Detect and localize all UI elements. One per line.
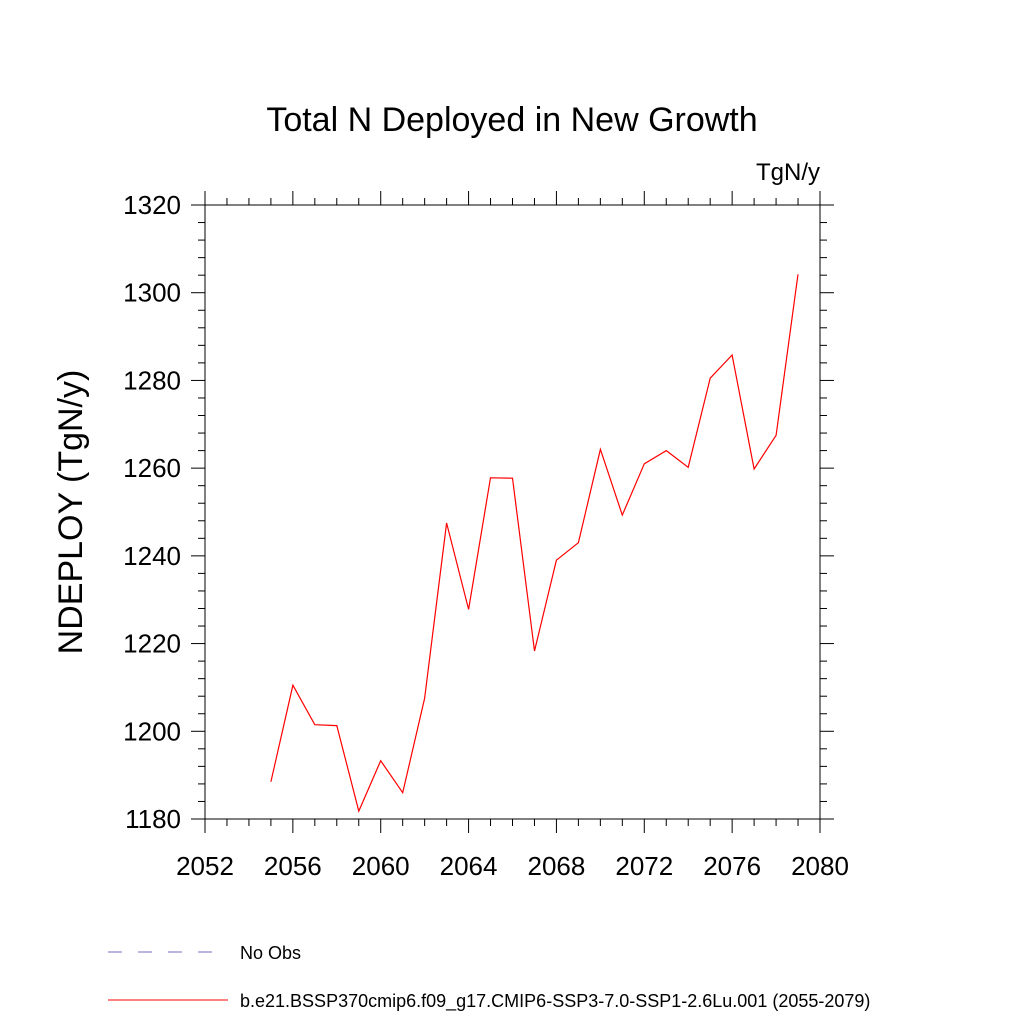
x-tick-label: 2060 [352,851,410,881]
legend: No Obs b.e21.BSSP370cmip6.f09_g17.CMIP6-S… [108,943,870,1012]
y-tick-label: 1280 [123,365,181,395]
legend-label-0: No Obs [240,943,301,963]
legend-label-1: b.e21.BSSP370cmip6.f09_g17.CMIP6-SSP3-7.… [240,991,870,1012]
y-tick-label: 1240 [123,541,181,571]
x-tick-label: 2068 [528,851,586,881]
y-tick-label: 1320 [123,190,181,220]
y-tick-label: 1180 [125,804,181,834]
y-axis-label: NDEPLOY (TgN/y) [52,370,90,655]
chart-title: Total N Deployed in New Growth [266,101,757,139]
x-tick-label: 2072 [615,851,673,881]
x-tick-label: 2080 [791,851,849,881]
y-tick-label: 1260 [123,453,181,483]
x-tick-label: 2052 [176,851,234,881]
y-tick-label: 1200 [123,716,181,746]
y-tick-label: 1220 [123,629,181,659]
y-tick-label: 1300 [123,278,181,308]
series-line-0 [270,274,799,813]
axis-ticks: 2052 2056 2060 2064 2068 2072 2076 2080 1180 1200… [123,190,849,881]
x-tick-label: 2064 [440,851,498,881]
plot-frame [204,204,821,820]
units-label: TgN/y [756,159,820,186]
x-tick-label: 2076 [703,851,761,881]
x-tick-label: 2056 [264,851,322,881]
series-lines [270,274,799,813]
